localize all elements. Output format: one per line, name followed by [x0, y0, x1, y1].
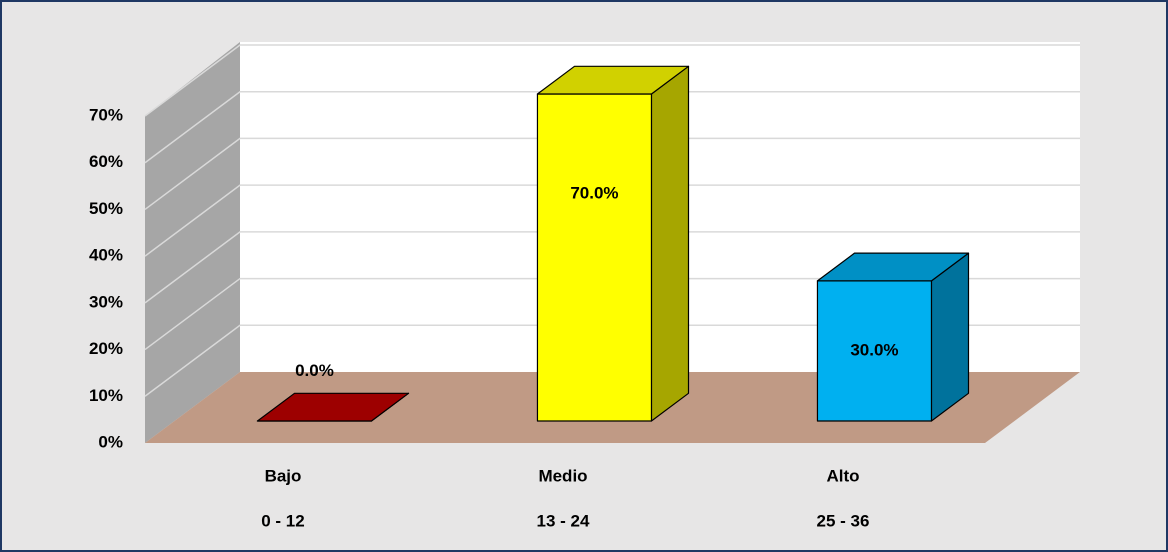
bar-top: [816, 252, 970, 282]
y-tick-label: 0%: [98, 432, 123, 451]
data-label: 0.0%: [295, 361, 334, 380]
grid-line: [144, 231, 1080, 304]
x-tick-label: Alto: [826, 466, 859, 485]
y-tick-label: 20%: [89, 339, 123, 358]
data-label: 30.0%: [850, 340, 898, 359]
bar-front: [536, 93, 653, 422]
bar: [816, 252, 970, 422]
x-range-label: 25 - 36: [817, 511, 870, 530]
grid-line: [144, 90, 1080, 164]
y-tick-label: 10%: [89, 386, 123, 405]
bar: [536, 65, 690, 422]
bar-top: [256, 392, 410, 422]
y-tick-label: 60%: [89, 152, 123, 171]
grid-line: [144, 137, 1080, 211]
bar-side: [930, 252, 970, 422]
x-range-label: 0 - 12: [261, 511, 304, 530]
grid-line: [144, 277, 1080, 351]
y-tick-label: 70%: [89, 105, 123, 124]
grid-line: [144, 324, 1080, 397]
bar-side: [650, 65, 690, 422]
x-tick-label: Bajo: [265, 466, 302, 485]
x-range-label: 13 - 24: [537, 511, 590, 530]
bar: [256, 392, 410, 422]
y-tick-label: 30%: [89, 292, 123, 311]
grid-line: [144, 184, 1080, 257]
y-tick-label: 50%: [89, 199, 123, 218]
data-label: 70.0%: [570, 183, 618, 202]
y-tick-label: 40%: [89, 246, 123, 265]
grid-line: [144, 44, 1080, 117]
bar-top: [536, 65, 690, 95]
x-tick-label: Medio: [538, 466, 587, 485]
